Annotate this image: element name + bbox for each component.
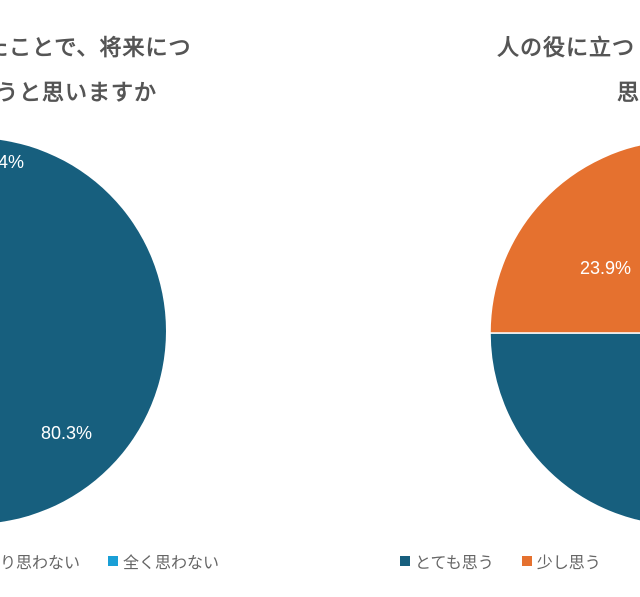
- pie-slice-totemo: [489, 332, 640, 522]
- slice-label-sukoshi-right: 23.9%: [580, 258, 631, 278]
- chart-title-left-line1: たことで、将来につ: [0, 36, 192, 61]
- legend-swatch-icon: [108, 556, 119, 566]
- pie-chart-left: [0, 139, 166, 523]
- slice-label-partial: 4%: [0, 152, 24, 172]
- pie-slice-totemo: [0, 139, 166, 523]
- legend-left: り思わない 全く思わない: [0, 549, 219, 573]
- pie-chart-right: [489, 144, 640, 522]
- legend-swatch-icon: [521, 556, 532, 566]
- pie-slice-sukoshi: [489, 144, 640, 334]
- legend-right: とても思う 少し思う: [400, 549, 601, 573]
- legend-item-label: とても思う: [415, 553, 494, 572]
- slice-label-totemo-left: 80.3%: [41, 423, 92, 443]
- chart-title-right-line2: 思: [617, 81, 640, 106]
- legend-item-label: 全く思わない: [123, 553, 220, 572]
- chart-title-right-line1: 人の役に立つ: [497, 36, 636, 61]
- legend-swatch-icon: [400, 556, 410, 566]
- legend-item-label: 少し思う: [536, 553, 601, 572]
- legend-item-label: り思わない: [0, 553, 81, 572]
- chart-title-left-line2: うと思いますか: [0, 81, 158, 106]
